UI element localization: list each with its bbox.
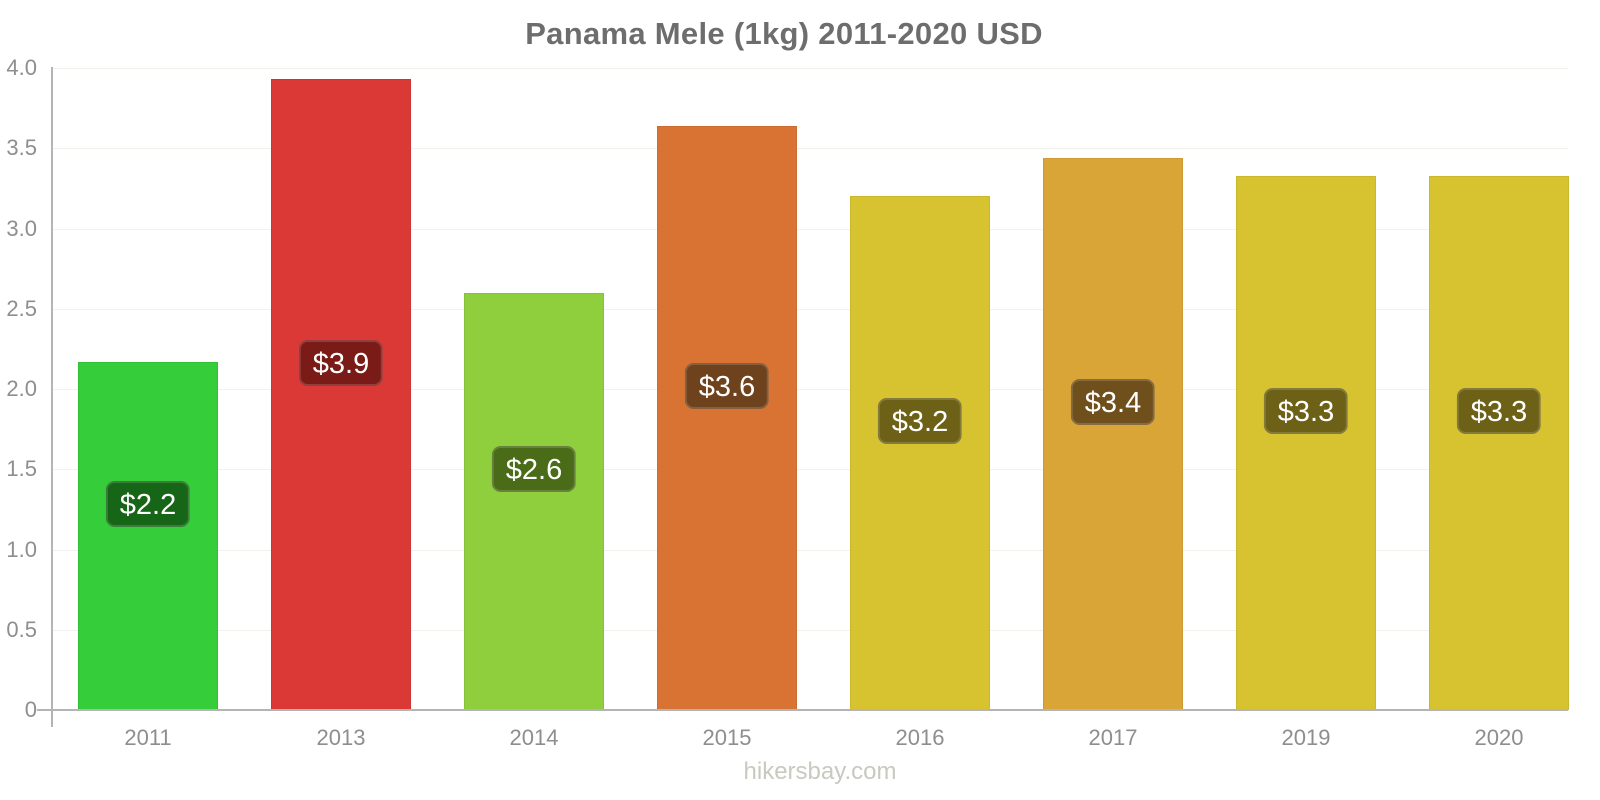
- bar-value-label-2016: $3.2: [877, 398, 963, 445]
- y-tick-label-4.0: 4.0: [6, 55, 37, 80]
- grid-line-1.0: [53, 549, 1568, 551]
- y-tick-label-0.5: 0.5: [6, 616, 37, 642]
- watermark-source-link[interactable]: hikersbay.com: [743, 758, 897, 785]
- grid-line-0.5: [53, 629, 1568, 631]
- x-tick-label-2011: 2011: [124, 725, 172, 750]
- x-axis-line: [37, 709, 1568, 711]
- x-tick-label-2017: 2017: [1088, 725, 1138, 750]
- y-tick-label-0: 0: [24, 697, 37, 722]
- y-tick-label-2.5: 2.5: [6, 295, 37, 321]
- y-axis-line: [51, 67, 53, 727]
- zero-tick-mark: [37, 709, 51, 711]
- grid-line-1.5: [53, 469, 1568, 471]
- bar-value-label-2014: $2.6: [491, 446, 577, 493]
- x-tick-label-2013: 2013: [316, 725, 366, 750]
- y-tick-label-1.5: 1.5: [6, 456, 37, 482]
- bar-value-label-2013: $3.9: [298, 339, 384, 386]
- bar-2016[interactable]: [850, 196, 990, 710]
- x-tick-label-2019: 2019: [1281, 725, 1331, 750]
- x-tick-label-2016: 2016: [895, 725, 945, 750]
- bar-value-label-2015: $3.6: [684, 362, 770, 409]
- grid-line-2.0: [53, 389, 1568, 390]
- grid-line-3.5: [53, 148, 1568, 150]
- bar-value-label-2017: $3.4: [1070, 378, 1156, 425]
- x-tick-label-2015: 2015: [702, 725, 752, 750]
- bar-2014[interactable]: [464, 292, 604, 710]
- bar-2011[interactable]: [78, 361, 218, 710]
- x-tick-label-2014: 2014: [509, 725, 559, 750]
- grid-line-2.5: [53, 308, 1568, 310]
- bar-value-label-2011: $2.2: [105, 480, 191, 527]
- bar-2019[interactable]: [1236, 175, 1376, 710]
- y-tick-label-1.0: 1.0: [6, 536, 37, 562]
- bar-2020[interactable]: [1429, 175, 1569, 710]
- bar-2017[interactable]: [1043, 157, 1183, 710]
- bar-2013[interactable]: [271, 79, 411, 710]
- bar-value-label-2019: $3.3: [1263, 387, 1349, 434]
- grid-line-3.0: [53, 228, 1568, 230]
- chart-title: Panama Mele (1kg) 2011-2020 USD: [525, 16, 1043, 51]
- x-tick-label-2020: 2020: [1474, 725, 1524, 750]
- grid-line-4.0: [53, 68, 1568, 69]
- bar-value-label-2020: $3.3: [1456, 387, 1542, 434]
- y-tick-label-3.5: 3.5: [6, 135, 37, 161]
- bar-2015[interactable]: [657, 125, 797, 710]
- y-tick-label-2.0: 2.0: [6, 376, 37, 401]
- y-tick-label-3.0: 3.0: [6, 215, 37, 241]
